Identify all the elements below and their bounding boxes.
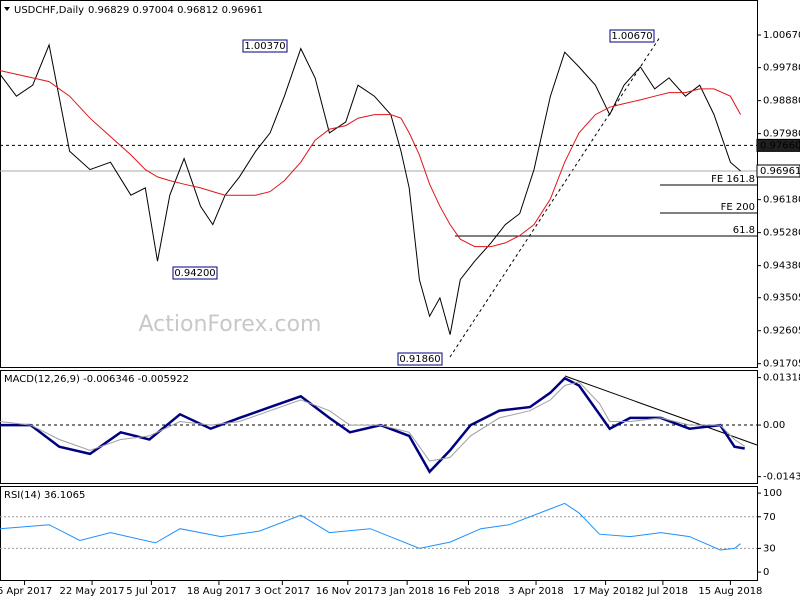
y-tick-label: 30 [763,543,776,554]
rsi-panel [0,486,758,581]
y-tick-label: -0.014339 [763,472,800,483]
x-tick-label: 18 Aug 2017 [187,586,251,597]
price-tag-box [756,138,800,152]
macd-title: MACD(12,26,9) -0.006346 -0.005922 [4,374,189,385]
x-tick-label: 16 Nov 2017 [316,586,380,597]
fib-label: FE 161.8 [711,174,755,185]
annotation-box [242,39,288,53]
annotation: 0.91860 [399,354,440,365]
series-line [0,502,741,551]
y-tick-label: 0.93505 [763,293,800,304]
y-tick-label: 0.91705 [763,359,800,370]
x-tick-label: 5 Jul 2017 [126,586,176,597]
x-tick-label: 3 Oct 2017 [255,586,310,597]
price-panel [0,0,758,368]
y-tick-label: 0 [763,567,769,578]
y-tick-label: 100 [763,488,782,499]
dropdown-icon [4,7,10,11]
y-tick-label: 70 [763,512,776,523]
series-line [0,376,745,474]
watermark: ActionForex.com [139,312,322,337]
annotation: 1.00670 [611,31,652,42]
y-tick-label: 0.013184 [763,373,800,384]
price-tag-label: 0.97660 [760,140,800,151]
annotation-box [609,29,655,43]
annotation: 0.94200 [174,268,215,279]
x-tick-label: 3 Apr 2018 [508,586,563,597]
chart-subtitle: 0.96829 0.97004 0.96812 0.96961 [88,5,263,16]
x-tick-label: 16 Feb 2018 [437,586,499,597]
fib-label: 61.8 [733,225,755,236]
x-tick-label: 15 Aug 2018 [698,586,762,597]
x-tick-label: 17 May 2018 [573,586,638,597]
y-tick-label: 0.92605 [763,326,800,337]
y-tick-label: 0.00 [763,420,785,431]
x-tick-label: 6 Apr 2017 [0,586,52,597]
series-line [0,381,745,462]
price-tag-label: 0.96961 [760,166,800,177]
x-tick-label: 2 Jul 2018 [638,586,688,597]
annotation: 1.00370 [244,41,285,52]
macd-panel [0,370,758,484]
trend-line [449,36,661,358]
series-line [0,70,742,248]
annotation-box [397,352,443,366]
chart-title: USDCHF,Daily [14,5,84,16]
series-line [0,43,741,335]
fib-label: FE 200 [721,202,755,213]
x-tick-label: 22 May 2017 [59,586,124,597]
rsi-title: RSI(14) 36.1065 [4,490,85,501]
x-tick-label: 3 Jan 2018 [380,586,434,597]
y-tick-label: 1.00670 [763,30,800,41]
annotation-box [172,266,218,280]
price-tag-box [756,164,800,178]
